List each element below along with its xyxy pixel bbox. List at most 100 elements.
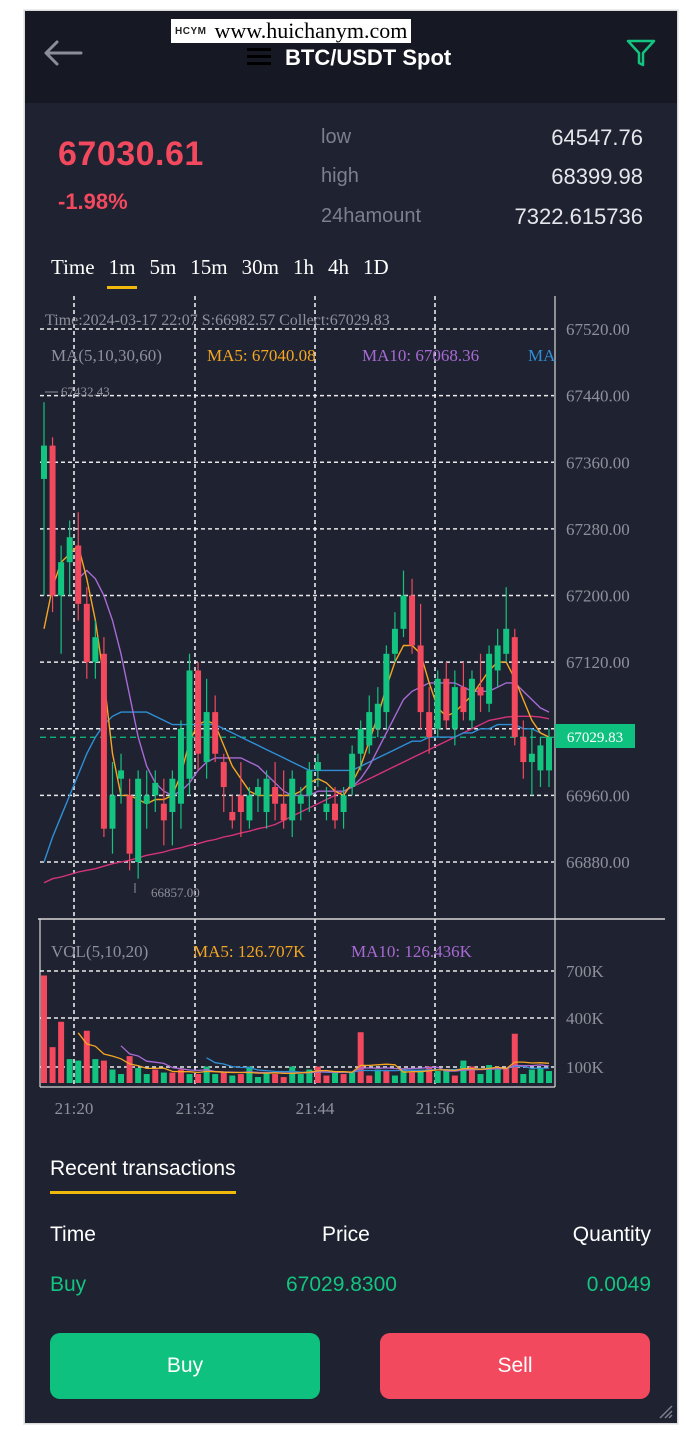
tab-4h[interactable]: 4h <box>327 255 349 279</box>
candle <box>468 670 475 729</box>
candle-body <box>468 678 475 721</box>
price-tick-label: 67440.00 <box>566 387 630 406</box>
candle <box>118 753 125 804</box>
volume-bar <box>306 1069 313 1083</box>
volume-bar <box>280 1077 287 1083</box>
vol-legend-label: VOL(5,10,20) <box>51 942 148 961</box>
volume-bar <box>229 1075 236 1083</box>
candle <box>152 770 159 813</box>
volume-bar <box>289 1066 296 1083</box>
candle-body <box>528 753 535 763</box>
price-tick-label: 67200.00 <box>566 587 630 606</box>
candle-body <box>537 745 544 771</box>
sell-button[interactable]: Sell <box>380 1333 650 1399</box>
volume-bar <box>177 1069 184 1083</box>
volume-tick-label: 700K <box>566 962 605 981</box>
candle-body <box>135 778 142 862</box>
volume-bar <box>451 1075 458 1083</box>
trade-quantity: 0.0049 <box>586 1273 651 1296</box>
filter-icon[interactable] <box>625 37 657 69</box>
stat-value-high: 68399.98 <box>551 164 643 189</box>
tab-15m[interactable]: 15m <box>190 255 228 279</box>
resize-grip-icon[interactable] <box>655 1401 673 1419</box>
volume-bar <box>349 1072 356 1083</box>
volume-bar <box>374 1069 381 1083</box>
volume-bar <box>160 1072 167 1083</box>
candle-body <box>486 653 493 704</box>
max-price-marker: 67432.43 <box>61 384 110 399</box>
volume-bar <box>135 1068 142 1083</box>
watermark-logo: HCYM <box>175 25 207 37</box>
timeframe-tabs: Time 1m 5m 15m 30m 1h 4h 1D <box>51 255 403 289</box>
candle-body <box>66 537 73 563</box>
candle <box>503 587 510 663</box>
stat-value-low: 64547.76 <box>551 125 643 150</box>
candle <box>528 728 535 796</box>
volume-bar <box>263 1072 270 1083</box>
candle <box>494 628 501 688</box>
candle-body <box>374 703 381 729</box>
tab-time[interactable]: Time <box>51 255 95 279</box>
volume-bar <box>340 1074 347 1083</box>
candle <box>349 745 356 796</box>
tab-recent-transactions[interactable]: Recent transactions <box>50 1157 236 1194</box>
candle <box>160 778 167 846</box>
last-price-tag-text: 67029.83 <box>567 730 623 746</box>
candle-body <box>229 812 236 821</box>
candle <box>460 662 467 721</box>
candle <box>109 762 116 854</box>
ma5-legend: MA5: 67040.08 <box>207 346 316 365</box>
kline-chart[interactable]: 67520.00 67440.00 67360.00 67280.00 67200.00… <box>25 291 677 1121</box>
min-price-marker: 66857.00 <box>151 885 200 900</box>
volume-bar <box>195 1074 202 1083</box>
crosshair-info: Time:2024-03-17 22:07 S:66982.57 Collect… <box>45 312 390 329</box>
candle-body <box>83 603 90 663</box>
candle <box>220 753 227 813</box>
candle <box>135 770 142 879</box>
candle <box>289 770 296 838</box>
price-tick-label: 67520.00 <box>566 320 630 339</box>
candle-body <box>349 753 356 788</box>
volume-bar <box>109 1069 116 1083</box>
candle-body <box>272 787 279 804</box>
ma10-line <box>77 569 550 797</box>
app-frame: HCYM www.huichanym.com BTC/USDT Spot 670… <box>24 10 678 1424</box>
volume-bar <box>460 1060 467 1083</box>
tab-1d[interactable]: 1D <box>362 255 389 279</box>
candle <box>426 687 433 754</box>
volume-bar <box>391 1075 398 1083</box>
candle-body <box>109 795 116 829</box>
price-tick-label: 66880.00 <box>566 853 630 872</box>
candle-body <box>220 762 227 788</box>
candle <box>314 753 321 788</box>
candle-body <box>451 687 458 729</box>
time-tick-label: 21:56 <box>416 1099 455 1118</box>
volume-bars <box>41 975 552 1083</box>
candle-body <box>400 595 407 629</box>
candle <box>66 520 73 596</box>
candle <box>477 653 484 713</box>
back-arrow-icon[interactable] <box>43 39 83 67</box>
tab-5m[interactable]: 5m <box>149 255 177 279</box>
watermark: HCYM www.huichanym.com <box>171 18 412 43</box>
candle-body <box>332 803 339 821</box>
candle-body <box>280 803 287 821</box>
tab-30m[interactable]: 30m <box>241 255 279 279</box>
col-header-time: Time <box>50 1223 96 1246</box>
volume-bar <box>75 1060 82 1083</box>
menu-icon[interactable] <box>247 47 271 65</box>
volume-bar <box>126 1056 133 1083</box>
price-change: -1.98% <box>58 189 128 214</box>
buy-button[interactable]: Buy <box>50 1333 320 1399</box>
volume-bar <box>383 1071 390 1083</box>
chart-axes: 67520.00 67440.00 67360.00 67280.00 67200.00… <box>55 320 630 1118</box>
volume-bar <box>212 1074 219 1083</box>
tab-1h[interactable]: 1h <box>292 255 314 279</box>
candle <box>186 653 193 796</box>
candle-body <box>195 670 202 754</box>
candle <box>391 612 398 663</box>
volume-bar <box>400 1069 407 1083</box>
tab-1m[interactable]: 1m <box>106 255 138 289</box>
volume-bar <box>254 1077 261 1083</box>
candle <box>212 695 219 763</box>
